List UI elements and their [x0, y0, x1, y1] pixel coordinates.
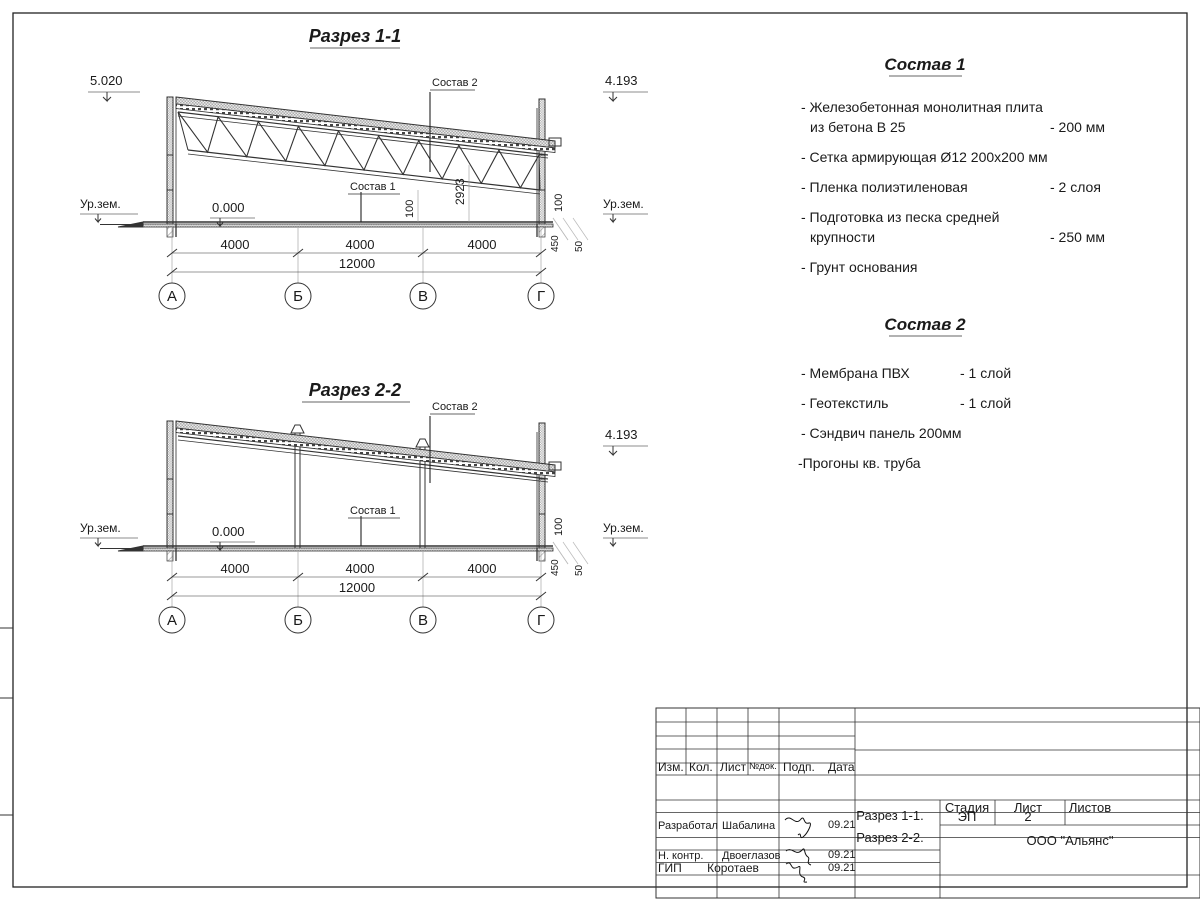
svg-text:Кол.: Кол. [689, 760, 713, 774]
svg-text:Коротаев: Коротаев [707, 861, 759, 875]
svg-text:В: В [418, 612, 428, 629]
svg-text:Изм.: Изм. [658, 760, 684, 774]
svg-text:09.21: 09.21 [828, 819, 856, 831]
svg-text:- 250 мм: - 250 мм [1050, 229, 1105, 245]
svg-text:100: 100 [553, 194, 565, 212]
svg-text:- Мембрана ПВХ: - Мембрана ПВХ [801, 365, 910, 381]
svg-text:100: 100 [553, 518, 565, 536]
svg-text:4000: 4000 [468, 237, 497, 252]
svg-text:из бетона В 25: из бетона В 25 [810, 119, 906, 135]
svg-text:- 200 мм: - 200 мм [1050, 119, 1105, 135]
svg-text:50: 50 [574, 564, 585, 576]
svg-text:09.21: 09.21 [828, 849, 856, 861]
svg-text:0.000: 0.000 [212, 524, 245, 539]
svg-text:Состав 2: Состав 2 [884, 315, 966, 334]
svg-text:100: 100 [404, 200, 416, 218]
svg-text:ООО "Альянс": ООО "Альянс" [1027, 833, 1114, 848]
svg-text:450: 450 [550, 235, 561, 252]
svg-text:Г: Г [537, 288, 545, 305]
svg-text:- Железобетонная монолитная п: - Железобетонная монолитная плита [801, 99, 1043, 115]
svg-text:№док.: №док. [749, 761, 777, 772]
svg-text:12000: 12000 [339, 580, 375, 595]
svg-text:-Прогоны кв. труба: -Прогоны кв. труба [798, 455, 921, 471]
svg-text:Шабалина: Шабалина [722, 820, 776, 832]
svg-text:4000: 4000 [221, 237, 250, 252]
svg-text:4000: 4000 [346, 561, 375, 576]
svg-text:- Грунт основания: - Грунт основания [801, 259, 918, 275]
svg-text:Состав 2: Состав 2 [432, 77, 478, 89]
svg-text:- Пленка полиэтиленовая: - Пленка полиэтиленовая [801, 179, 968, 195]
svg-text:Разрез 2-2.: Разрез 2-2. [856, 830, 923, 845]
svg-text:Ур.зем.: Ур.зем. [80, 521, 121, 535]
svg-text:- Сэндвич панель 200мм: - Сэндвич панель 200мм [801, 425, 962, 441]
svg-text:- 2 слоя: - 2 слоя [1050, 179, 1101, 195]
svg-text:5.020: 5.020 [90, 73, 123, 88]
svg-text:- Подготовка из песка средней: - Подготовка из песка средней [801, 209, 1000, 225]
svg-text:А: А [167, 288, 177, 305]
svg-text:0.000: 0.000 [212, 200, 245, 215]
svg-text:Ур.зем.: Ур.зем. [80, 197, 121, 211]
svg-text:Разрез 2-2: Разрез 2-2 [309, 380, 401, 400]
svg-text:Листов: Листов [1069, 800, 1111, 815]
svg-text:Состав 1: Состав 1 [350, 181, 396, 193]
svg-text:Состав 2: Состав 2 [432, 401, 478, 413]
svg-text:ГИП: ГИП [658, 861, 682, 875]
svg-text:- Геотекстиль: - Геотекстиль [801, 395, 888, 411]
svg-text:Разработал: Разработал [658, 820, 718, 832]
svg-text:Состав 1: Состав 1 [884, 55, 965, 74]
svg-text:- 1 слой: - 1 слой [960, 395, 1011, 411]
svg-text:Лист: Лист [720, 760, 747, 774]
svg-text:2923: 2923 [453, 178, 467, 205]
svg-text:4.193: 4.193 [605, 427, 638, 442]
svg-text:4000: 4000 [346, 237, 375, 252]
svg-text:В: В [418, 288, 428, 305]
svg-text:4000: 4000 [221, 561, 250, 576]
svg-text:4.193: 4.193 [605, 73, 638, 88]
svg-text:крупности: крупности [810, 229, 875, 245]
svg-text:Ур.зем.: Ур.зем. [603, 521, 644, 535]
svg-text:09.21: 09.21 [828, 862, 856, 874]
svg-text:- Сетка армирующая Ø12 200x200: - Сетка армирующая Ø12 200x200 мм [801, 149, 1048, 165]
svg-text:Г: Г [537, 612, 545, 629]
svg-text:2: 2 [1024, 809, 1031, 824]
svg-text:А: А [167, 612, 177, 629]
svg-text:4000: 4000 [468, 561, 497, 576]
svg-text:Ур.зем.: Ур.зем. [603, 197, 644, 211]
svg-text:Разрез 1-1.: Разрез 1-1. [856, 808, 923, 823]
svg-text:12000: 12000 [339, 256, 375, 271]
svg-text:50: 50 [574, 240, 585, 252]
svg-text:Дата: Дата [828, 760, 855, 774]
svg-text:- 1 слой: - 1 слой [960, 365, 1011, 381]
svg-text:Б: Б [293, 288, 303, 305]
svg-text:Состав 1: Состав 1 [350, 505, 396, 517]
svg-text:Подп.: Подп. [783, 760, 815, 774]
svg-text:Разрез 1-1: Разрез 1-1 [309, 26, 401, 46]
svg-text:Б: Б [293, 612, 303, 629]
svg-text:450: 450 [550, 559, 561, 576]
svg-text:ЭП: ЭП [958, 809, 977, 824]
